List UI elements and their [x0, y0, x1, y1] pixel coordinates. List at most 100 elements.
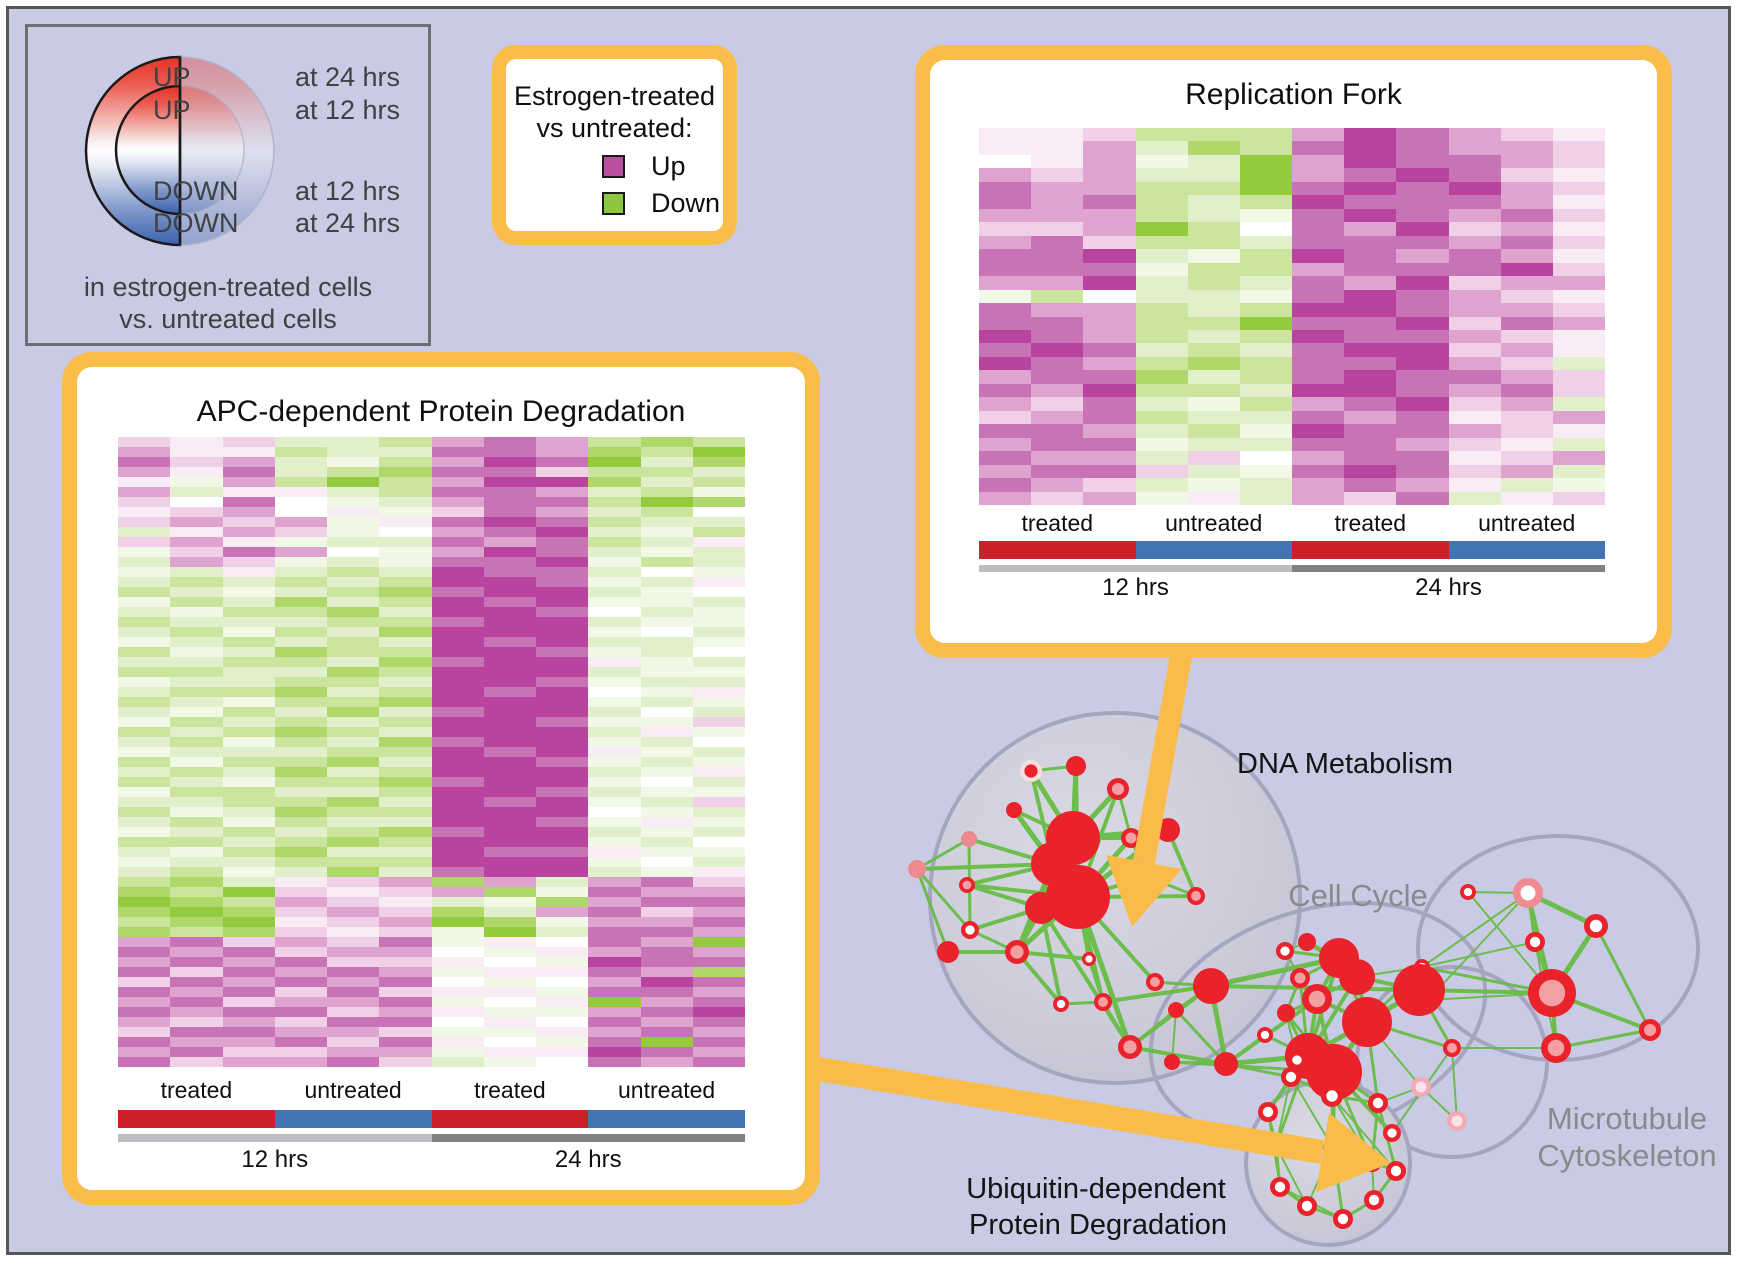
heatmap-cell — [1292, 249, 1345, 263]
heatmap-cell — [379, 947, 432, 957]
heatmap-cell — [692, 757, 745, 767]
heatmap-cell — [1500, 303, 1553, 317]
heatmap-cell — [118, 807, 171, 817]
heatmap-cell — [118, 917, 171, 927]
heatmap-cell — [536, 657, 589, 667]
heatmap-cell — [170, 747, 223, 757]
heatmap-cell — [222, 607, 275, 617]
heatmap-cell — [640, 927, 693, 937]
heatmap-cell — [379, 727, 432, 737]
heatmap-cell — [1396, 208, 1449, 223]
heatmap-cell — [118, 987, 171, 997]
heatmap-cell — [1500, 141, 1553, 155]
heatmap-cell — [274, 627, 327, 637]
heatmap-cell — [1239, 343, 1292, 357]
heatmap-cell — [979, 289, 1032, 304]
network-nodes — [908, 756, 1661, 1229]
heatmap-cell — [379, 987, 432, 997]
heatmap-cell — [170, 917, 223, 927]
heatmap-cell — [1135, 437, 1188, 452]
heatmap-cell — [274, 487, 327, 497]
heatmap-cell — [118, 867, 171, 877]
heatmap-cell — [327, 1017, 380, 1027]
heatmap-cell — [379, 457, 432, 467]
heatmap-cell — [536, 967, 589, 977]
heatmap-cell — [640, 947, 693, 957]
heatmap-cell — [431, 547, 484, 557]
heatmap-cell — [1239, 370, 1292, 384]
heatmap-cell — [483, 637, 536, 647]
heatmap-cell — [118, 467, 171, 477]
heatmap-cell — [1292, 208, 1345, 223]
heatmap-cell — [222, 737, 275, 747]
heatmap-cell — [483, 747, 536, 757]
heatmap-cell — [118, 1047, 171, 1057]
heatmap-cell — [483, 937, 536, 947]
heatmap-cell — [1135, 208, 1188, 223]
heatmap-cell — [431, 1027, 484, 1037]
heatmap-cell — [222, 867, 275, 877]
heatmap-cell — [1448, 168, 1501, 182]
repfork-panel-title: Replication Fork — [1185, 78, 1402, 111]
heatmap-cell — [640, 697, 693, 707]
heatmap-cell — [588, 567, 641, 577]
heatmap-cell — [1187, 356, 1240, 371]
gene-node — [1006, 802, 1022, 818]
heatmap-cell — [640, 897, 693, 907]
heatmap-cell — [588, 617, 641, 627]
heatmap-cell — [274, 577, 327, 587]
heatmap-cell — [588, 997, 641, 1007]
heatmap-cell — [379, 997, 432, 1007]
heatmap-cell — [170, 597, 223, 607]
heatmap-cell — [379, 567, 432, 577]
heatmap-cell — [1448, 491, 1501, 505]
heatmap-cell — [431, 857, 484, 867]
heatmap-cell — [1344, 451, 1397, 465]
heatmap-cell — [118, 797, 171, 807]
heatmap-cell — [979, 356, 1032, 371]
heatmap-cell — [379, 467, 432, 477]
heatmap-cell — [1552, 276, 1605, 290]
heatmap-cell — [327, 927, 380, 937]
legend-caption-line2: vs. untreated cells — [119, 304, 337, 334]
heatmap-cell — [692, 947, 745, 957]
heatmap-cell — [1292, 141, 1345, 155]
gene-node-center — [1520, 885, 1536, 901]
heatmap-cell — [222, 597, 275, 607]
heatmap-cell — [118, 587, 171, 597]
updown-legend-title-line1: Estrogen-treated — [513, 81, 716, 111]
heatmap-cell — [170, 487, 223, 497]
heatmap-cell — [327, 727, 380, 737]
heatmap-cell — [379, 597, 432, 607]
repfork-group-label-4: untreated — [1478, 510, 1576, 536]
heatmap-cell — [379, 687, 432, 697]
condition-bar-segment — [588, 1110, 745, 1128]
heatmap-cell — [118, 447, 171, 457]
down-label: Down — [651, 188, 721, 218]
heatmap-cell — [692, 597, 745, 607]
gene-node — [1277, 1004, 1295, 1022]
heatmap-cell — [431, 797, 484, 807]
heatmap-cell — [379, 667, 432, 677]
heatmap-cell — [1500, 464, 1553, 479]
heatmap-cell — [692, 967, 745, 977]
heatmap-cell — [327, 787, 380, 797]
heatmap-cell — [1552, 478, 1605, 492]
heatmap-cell — [1187, 329, 1240, 344]
heatmap-cell — [1292, 128, 1345, 142]
heatmap-cell — [1500, 316, 1553, 330]
heatmap-cell — [1031, 181, 1084, 196]
heatmap-cell — [692, 1017, 745, 1027]
heatmap-cell — [1552, 370, 1605, 384]
heatmap-cell — [431, 767, 484, 777]
heatmap-cell — [1239, 303, 1292, 317]
heatmap-cell — [274, 707, 327, 717]
heatmap-cell — [536, 587, 589, 597]
heatmap-cell — [588, 647, 641, 657]
heatmap-cell — [431, 647, 484, 657]
heatmap-cell — [118, 857, 171, 867]
heatmap-cell — [379, 1027, 432, 1037]
heatmap-cell — [483, 737, 536, 747]
heatmap-cell — [379, 537, 432, 547]
heatmap-cell — [588, 457, 641, 467]
